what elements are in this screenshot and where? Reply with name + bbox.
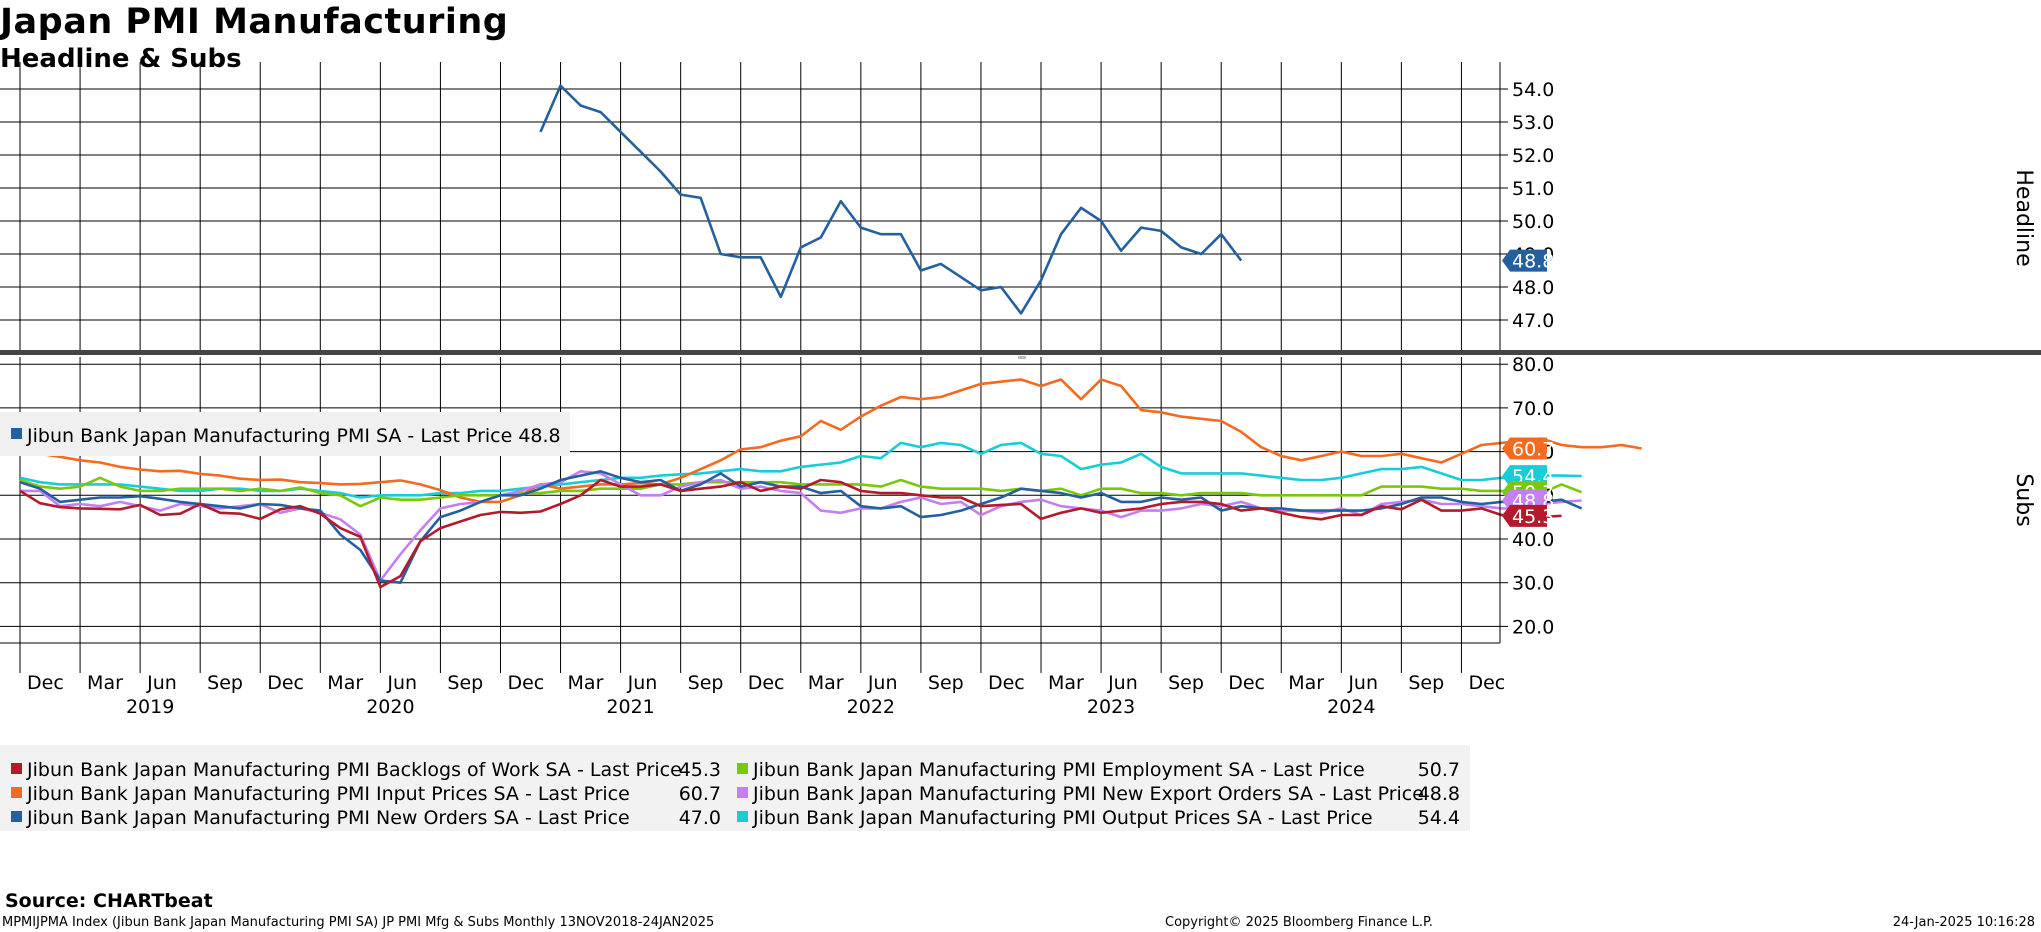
subs-y-tick-label: 20.0 <box>1512 616 1554 638</box>
subs-y-tick-label: 80.0 <box>1512 354 1554 376</box>
x-tick-label: Jun <box>627 672 658 694</box>
legend-swatch <box>737 787 748 798</box>
x-tick-label: Sep <box>207 672 243 694</box>
x-tick-label: Dec <box>1228 672 1265 694</box>
legend-label: Jibun Bank Japan Manufacturing PMI Input… <box>26 783 630 805</box>
x-tick-label: Jun <box>1107 672 1138 694</box>
headline-y-tick-label: 51.0 <box>1512 178 1554 200</box>
subs-series-line <box>20 469 1582 582</box>
headline-y-tick-label: 47.0 <box>1512 310 1554 332</box>
x-year-label: 2019 <box>126 696 174 718</box>
headline-y-tick-label: 54.0 <box>1512 79 1554 101</box>
footer-copyright: Copyright© 2025 Bloomberg Finance L.P. <box>1165 915 1433 930</box>
headline-legend-box <box>0 412 570 456</box>
legend-swatch <box>11 787 22 798</box>
x-tick-label: Sep <box>688 672 724 694</box>
subs-legend-box <box>0 745 1470 831</box>
legend-layer: Jibun Bank Japan Manufacturing PMI SA - … <box>0 412 1470 831</box>
subs-series-line <box>19 469 1583 585</box>
subs-y-tick-label: 40.0 <box>1512 529 1554 551</box>
axis-layer: 47.048.049.050.051.052.053.054.020.030.0… <box>0 62 2041 718</box>
subs-axis-title: Subs <box>2011 473 2036 526</box>
legend-swatch <box>11 763 22 774</box>
last-value-tag-shape <box>1502 437 1547 460</box>
x-tick-label: Jun <box>1347 672 1378 694</box>
legend-label: Jibun Bank Japan Manufacturing PMI Emplo… <box>752 759 1365 781</box>
legend-value: 45.3 <box>679 759 721 781</box>
x-tick-label: Mar <box>1288 672 1324 694</box>
last-value-tag-shape <box>1502 504 1547 527</box>
chart-subtitle: Headline & Subs <box>0 44 242 74</box>
legend-value: 54.4 <box>1418 807 1460 829</box>
source-label: Source: CHARTbeat <box>5 890 213 912</box>
last-value-tag-label: 60.7 <box>1512 439 1554 461</box>
x-tick-label: Mar <box>568 672 604 694</box>
legend-value: 47.0 <box>679 807 721 829</box>
x-tick-label: Dec <box>988 672 1025 694</box>
x-tick-label: Mar <box>1048 672 1084 694</box>
x-tick-label: Jun <box>386 672 417 694</box>
legend-label: Jibun Bank Japan Manufacturing PMI New E… <box>752 783 1424 805</box>
legend-label: Jibun Bank Japan Manufacturing PMI Backl… <box>26 759 682 781</box>
subs-y-tick-label: 70.0 <box>1512 398 1554 420</box>
headline-y-tick-label: 48.0 <box>1512 277 1554 299</box>
subs-y-tick-label: 30.0 <box>1512 573 1554 595</box>
last-value-tag: 48.8 <box>1502 249 1554 273</box>
x-tick-label: Mar <box>87 672 123 694</box>
panel-divider <box>0 350 2041 355</box>
x-tick-label: Sep <box>1408 672 1444 694</box>
subs-series-line <box>19 478 1562 589</box>
last-value-tag: 60.7 <box>1502 437 1554 461</box>
legend-value: 48.8 <box>1418 783 1460 805</box>
x-tick-label: Jun <box>867 672 898 694</box>
last-value-tag-shape <box>1502 249 1547 272</box>
x-tick-label: Dec <box>507 672 544 694</box>
x-tick-label: Dec <box>1468 672 1505 694</box>
chart-title: Japan PMI Manufacturing <box>0 2 509 42</box>
legend-swatch <box>737 811 748 822</box>
x-tick-label: Sep <box>1168 672 1204 694</box>
legend-label: Jibun Bank Japan Manufacturing PMI SA - … <box>26 425 561 447</box>
x-tick-label: Jun <box>146 672 177 694</box>
footer-info: MPMIJPMA Index (Jibun Bank Japan Manufac… <box>2 915 715 930</box>
subs-series-line <box>19 378 1642 504</box>
legend-swatch <box>11 428 22 439</box>
x-year-label: 2024 <box>1327 696 1375 718</box>
last-value-tag-label: 48.8 <box>1512 251 1554 273</box>
legend-value: 50.7 <box>1418 759 1460 781</box>
subs-series-line <box>19 476 1583 508</box>
legend-value: 60.7 <box>679 783 721 805</box>
headline-axis-title: Headline <box>2011 169 2036 266</box>
x-tick-label: Sep <box>928 672 964 694</box>
x-tick-label: Dec <box>27 672 64 694</box>
x-tick-label: Sep <box>447 672 483 694</box>
x-year-label: 2023 <box>1087 696 1135 718</box>
x-tick-label: Dec <box>748 672 785 694</box>
headline-y-tick-label: 50.0 <box>1512 211 1554 233</box>
x-year-label: 2020 <box>366 696 414 718</box>
legend-label: Jibun Bank Japan Manufacturing PMI New O… <box>26 807 630 829</box>
x-tick-label: Mar <box>327 672 363 694</box>
legend-label: Jibun Bank Japan Manufacturing PMI Outpu… <box>752 807 1373 829</box>
headline-series-line <box>539 84 1243 315</box>
x-year-label: 2022 <box>847 696 895 718</box>
headline-y-tick-label: 53.0 <box>1512 112 1554 134</box>
x-tick-label: Dec <box>267 672 304 694</box>
last-value-tag-label: 45.3 <box>1512 506 1554 528</box>
footer-date: 24-Jan-2025 10:16:28 <box>1892 915 2035 930</box>
last-value-tag: 45.3 <box>1502 504 1554 528</box>
x-year-label: 2021 <box>606 696 654 718</box>
x-tick-label: Mar <box>808 672 844 694</box>
legend-swatch <box>11 811 22 822</box>
divider-handle <box>1018 356 1026 359</box>
headline-y-tick-label: 52.0 <box>1512 145 1554 167</box>
series-layer <box>19 84 1642 589</box>
legend-swatch <box>737 763 748 774</box>
